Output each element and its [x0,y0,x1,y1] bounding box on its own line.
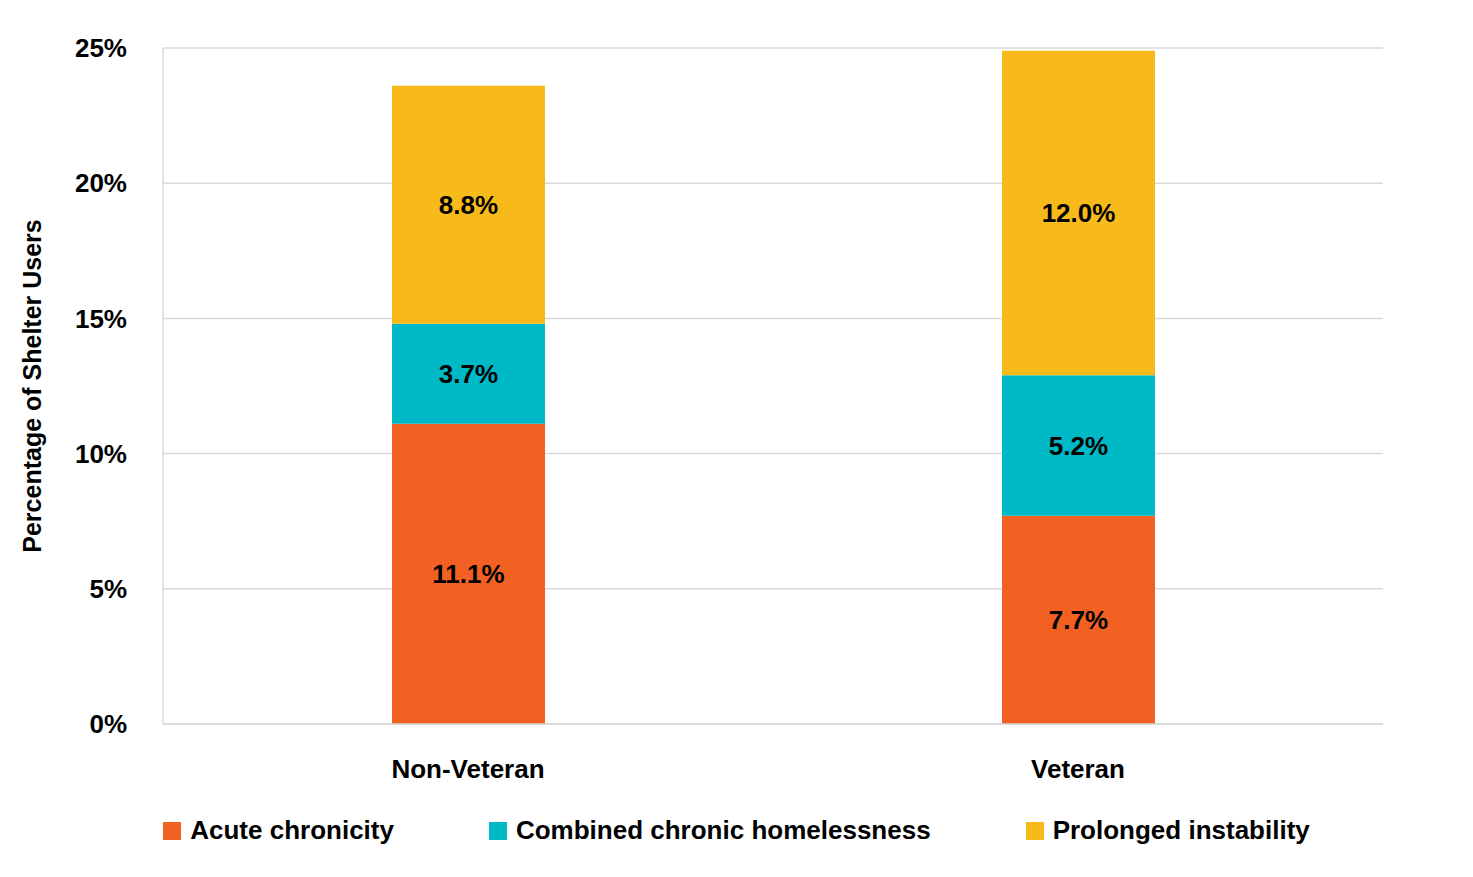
svg-text:15%: 15% [75,304,127,334]
svg-text:5%: 5% [89,574,127,604]
html-text:Combined chronic homelessness: Combined chronic homelessness [516,815,931,845]
svg-text:3.7%: 3.7% [439,359,498,389]
svg-text:5.2%: 5.2% [1049,431,1108,461]
svg-text:25%: 25% [75,33,127,63]
svg-text:7.7%: 7.7% [1049,605,1108,635]
svg-text:Non-Veteran: Non-Veteran [391,754,544,784]
svg-text:11.1%: 11.1% [432,559,504,589]
html-text:Prolonged instability: Prolonged instability [1052,815,1310,845]
svg-text:20%: 20% [75,168,127,198]
svg-text:Veteran: Veteran [1031,754,1125,784]
svg-text:12.0%: 12.0% [1042,198,1116,228]
html-text:Acute chronicity: Acute chronicity [190,815,394,845]
svg-text:Percentage of Shelter Users: Percentage of Shelter Users [18,219,46,552]
svg-text:0%: 0% [89,709,127,739]
svg-text:10%: 10% [75,439,127,469]
svg-text:8.8%: 8.8% [439,190,498,220]
